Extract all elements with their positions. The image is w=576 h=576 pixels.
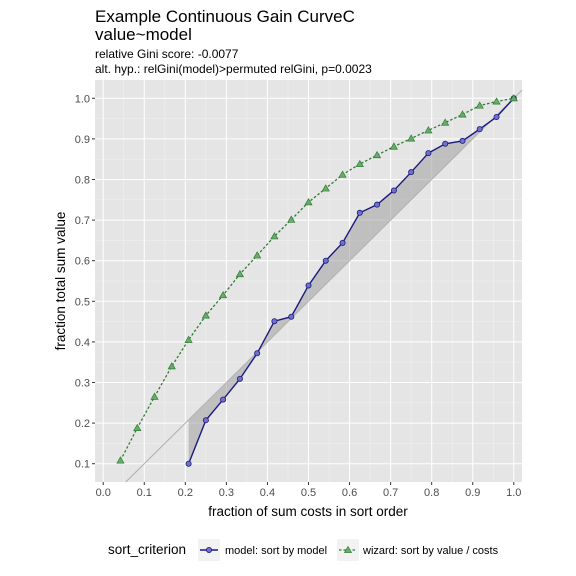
series-layer <box>116 94 518 467</box>
point-wizard <box>441 118 450 126</box>
point-model <box>220 396 227 403</box>
x-tick-label: 0.3 <box>219 487 234 499</box>
y-axis-title: fraction total sum value <box>53 212 68 351</box>
point-model <box>288 313 295 320</box>
point-model <box>425 150 432 157</box>
point-wizard <box>355 159 364 168</box>
x-tick-label: 0.4 <box>260 487 275 499</box>
reference-line <box>125 89 523 483</box>
point-model <box>374 201 381 208</box>
point-model <box>408 169 415 176</box>
reference-diagonal <box>125 89 523 483</box>
point-wizard <box>150 392 159 400</box>
legend: sort_criterion model: sort by model wiza… <box>108 539 499 561</box>
y-tick-label: 1.0 <box>75 93 90 105</box>
point-wizard <box>201 311 210 319</box>
point-wizard <box>235 269 245 278</box>
point-model <box>356 209 363 216</box>
point-model <box>254 350 261 357</box>
y-tick-label: 0.3 <box>75 378 90 390</box>
x-tick-label: 0.0 <box>96 487 111 499</box>
point-model <box>339 239 346 246</box>
y-tick-label: 0.5 <box>75 296 90 308</box>
point-wizard <box>304 198 313 206</box>
point-wizard <box>253 251 262 259</box>
x-tick-label: 1.0 <box>506 487 521 499</box>
point-wizard <box>372 150 382 159</box>
point-wizard <box>389 142 399 150</box>
point-model <box>493 113 500 120</box>
y-tick-label: 0.1 <box>75 459 90 471</box>
point-model <box>442 140 449 147</box>
point-wizard <box>407 134 416 142</box>
point-model <box>185 460 192 467</box>
grid-major <box>95 80 522 482</box>
point-model <box>236 375 243 382</box>
legend-label-model: model: sort by model <box>225 545 327 557</box>
point-model <box>202 417 209 424</box>
point-wizard <box>218 291 228 299</box>
chart-title: Example Continuous Gain CurveC <box>95 7 355 26</box>
point-wizard <box>270 232 279 240</box>
point-model <box>322 257 329 264</box>
point-model <box>459 137 466 144</box>
legend-title: sort_criterion <box>108 542 186 557</box>
y-tick-label: 0.8 <box>75 174 90 186</box>
x-axis-ticks: 0.0 0.1 0.2 0.3 0.4 0.5 0.6 0.7 0.8 0.9 1.0 <box>96 482 521 499</box>
x-tick-label: 0.9 <box>465 487 480 499</box>
chart-subtitle-hypothesis: alt. hyp.: relGini(model)>permuted relGi… <box>95 62 372 76</box>
y-tick-label: 0.4 <box>75 337 90 349</box>
x-tick-label: 0.7 <box>383 487 398 499</box>
x-tick-label: 0.6 <box>342 487 357 499</box>
point-wizard <box>338 170 347 178</box>
point-wizard <box>458 110 467 118</box>
y-axis-ticks: 0.1 0.2 0.3 0.4 0.5 0.6 0.7 0.8 0.9 1.0 <box>75 93 95 471</box>
y-tick-label: 0.6 <box>75 256 90 268</box>
point-wizard <box>509 94 518 102</box>
point-model <box>476 126 483 133</box>
point-model <box>305 282 312 289</box>
point-model <box>271 318 278 325</box>
chart-subtitle-gini: relative Gini score: -0.0077 <box>95 47 239 61</box>
y-tick-label: 0.7 <box>75 215 90 227</box>
series-wizard-line <box>119 97 514 461</box>
point-wizard <box>116 456 125 464</box>
x-tick-label: 0.1 <box>137 487 152 499</box>
x-tick-label: 0.2 <box>178 487 193 499</box>
point-wizard <box>424 126 433 134</box>
y-tick-label: 0.9 <box>75 134 90 146</box>
point-wizard <box>167 362 176 370</box>
legend-label-wizard: wizard: sort by value / costs <box>362 545 499 557</box>
point-wizard <box>492 97 501 105</box>
point-wizard <box>133 423 142 431</box>
legend-key-model-marker <box>205 547 212 554</box>
point-wizard <box>287 215 296 223</box>
point-wizard <box>184 335 193 343</box>
point-wizard <box>475 101 484 109</box>
chart-title-line2: value~model <box>95 25 192 44</box>
point-model <box>390 187 397 194</box>
x-tick-label: 0.5 <box>301 487 316 499</box>
y-tick-label: 0.2 <box>75 418 90 430</box>
point-wizard <box>321 184 330 192</box>
x-tick-label: 0.8 <box>424 487 439 499</box>
x-axis-title: fraction of sum costs in sort order <box>208 504 408 519</box>
legend-key-wizard-marker <box>343 545 353 553</box>
